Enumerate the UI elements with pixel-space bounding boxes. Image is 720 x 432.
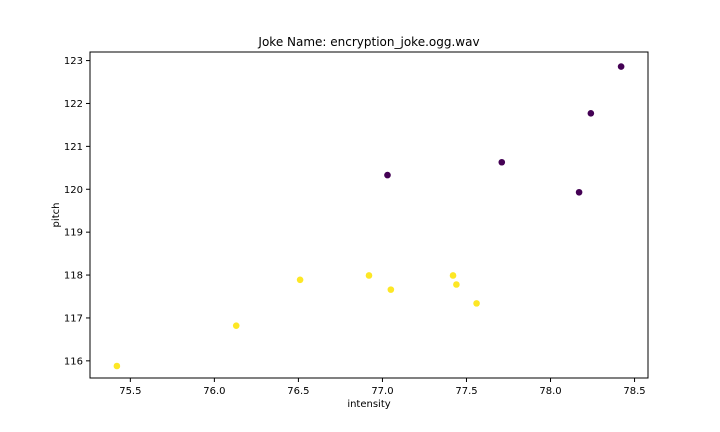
x-tick-label: 78.0 [539, 386, 561, 397]
data-point [453, 281, 460, 288]
data-point [575, 188, 583, 196]
x-axis-label: intensity [347, 399, 390, 410]
y-tick-label: 117 [64, 313, 83, 324]
data-point [387, 286, 395, 293]
chart-title: Joke Name: encryption_joke.ogg.wav [257, 35, 479, 49]
data-point [232, 322, 240, 329]
y-tick-label: 120 [64, 185, 83, 196]
x-tick-label: 75.5 [119, 386, 141, 397]
x-axis: 75.5 76.0 76.5 77.0 77.5 78.0 78.5 [119, 378, 646, 397]
data-point [296, 276, 304, 284]
data-point [113, 362, 121, 370]
x-tick-label: 76.0 [203, 386, 225, 397]
x-tick-label: 76.5 [287, 386, 309, 397]
y-tick-label: 121 [64, 142, 83, 153]
x-tick-label: 78.5 [623, 386, 645, 397]
data-point [449, 272, 457, 279]
y-tick-label: 118 [64, 271, 83, 282]
data-point [473, 300, 480, 307]
y-axis: 116 117 118 119 120 121 122 123 [64, 56, 90, 367]
y-tick-label: 119 [64, 228, 83, 239]
y-tick-label: 116 [64, 356, 83, 367]
data-point [365, 272, 373, 279]
y-axis-label: pitch [51, 203, 62, 228]
data-point [384, 171, 391, 179]
data-point [587, 110, 595, 117]
y-tick-label: 123 [64, 56, 83, 67]
data-point [498, 158, 506, 166]
y-tick-label: 122 [64, 99, 83, 110]
x-tick-label: 77.0 [371, 386, 393, 397]
data-points [113, 63, 625, 370]
plot-area [89, 51, 649, 379]
x-tick-label: 77.5 [455, 386, 477, 397]
data-point [617, 63, 625, 70]
